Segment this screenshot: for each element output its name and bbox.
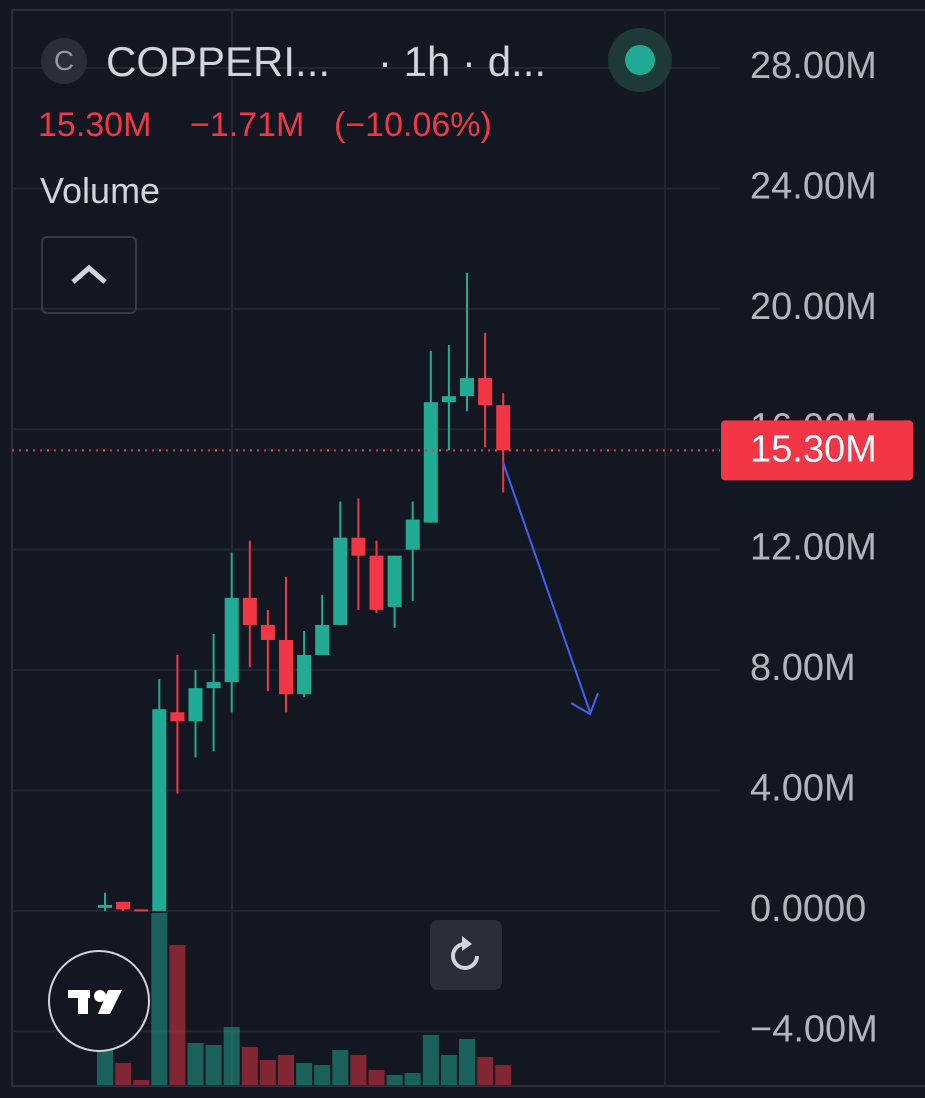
candle-body [224, 597, 239, 683]
volume-bar [368, 1070, 385, 1085]
candle-body [242, 597, 257, 625]
volume-bar [386, 1075, 403, 1085]
candle-body [188, 688, 203, 722]
candle-body [478, 378, 493, 406]
volume-bar [477, 1057, 494, 1085]
symbol[interactable]: COPPERI... [106, 38, 331, 85]
y-tick-label: 20.00M [750, 286, 877, 328]
interval[interactable]: · 1h · d... [378, 38, 547, 85]
y-tick-label: 12.00M [750, 527, 877, 569]
volume-bar [223, 1027, 240, 1085]
candle-body [460, 378, 474, 397]
y-tick-label: −4.00M [750, 1008, 878, 1050]
symbol-icon: C [41, 38, 87, 84]
volume-bar [241, 1047, 258, 1085]
candle-body [387, 555, 402, 607]
status [608, 28, 672, 92]
indicator: Volume [40, 170, 161, 211]
last-price-label: 15.30M [750, 428, 877, 470]
candle-body [297, 655, 312, 695]
volume-bar [314, 1065, 331, 1085]
volume-bar [259, 1060, 276, 1085]
status-dot [625, 45, 655, 75]
frame [11, 9, 925, 1087]
collapse-button[interactable] [41, 236, 137, 314]
volume-bar [133, 1080, 150, 1085]
candle-body [134, 909, 149, 912]
candle-body [260, 624, 275, 640]
drawn-arrow [502, 461, 591, 713]
volume-bar [296, 1063, 313, 1085]
volume-bar [278, 1055, 294, 1085]
volume-bar [187, 1043, 204, 1085]
y-tick-label: 24.00M [750, 165, 877, 207]
candle-body [496, 405, 511, 451]
candle-body [116, 901, 131, 910]
candle-body [405, 519, 420, 550]
reset-button[interactable] [430, 920, 502, 990]
volume-bar [350, 1055, 367, 1085]
candle-body [333, 537, 348, 625]
last-price-tag [721, 420, 913, 481]
volume-bar [459, 1039, 475, 1085]
candle-body [369, 555, 384, 610]
candle-body [98, 904, 112, 908]
volume-bar [205, 1045, 222, 1085]
volume-bar [404, 1073, 421, 1085]
volume-bar [422, 1035, 439, 1085]
change-pct: (−10.06%) [334, 106, 492, 144]
candle-body [279, 639, 293, 695]
y-tick-label: 8.00M [750, 647, 856, 689]
candle-body [351, 537, 366, 556]
y-tick-label: 28.00M [750, 45, 877, 87]
logo[interactable] [48, 950, 150, 1052]
y-tick-label: 0.0000 [750, 888, 866, 930]
candle-body [315, 624, 330, 656]
y-tick-label: 4.00M [750, 768, 856, 810]
volume-bar [440, 1055, 457, 1085]
change: −1.71M [190, 106, 305, 144]
logo-mark [68, 990, 122, 1014]
candle-body [170, 712, 185, 722]
candle-body [441, 396, 456, 403]
candle-body [423, 402, 438, 523]
volume-bar [169, 945, 186, 1085]
volume-bar [97, 1050, 113, 1085]
candle-body [206, 682, 221, 689]
chevron [71, 264, 107, 284]
last-price: 15.30M [38, 106, 152, 144]
volume-bar [115, 1063, 132, 1085]
volume-bar [151, 913, 168, 1085]
drawn-arrow-head [570, 692, 599, 716]
candle-body [152, 709, 167, 911]
reset-icon [451, 936, 479, 970]
volume-bar [495, 1065, 512, 1085]
volume-bar [332, 1050, 349, 1085]
